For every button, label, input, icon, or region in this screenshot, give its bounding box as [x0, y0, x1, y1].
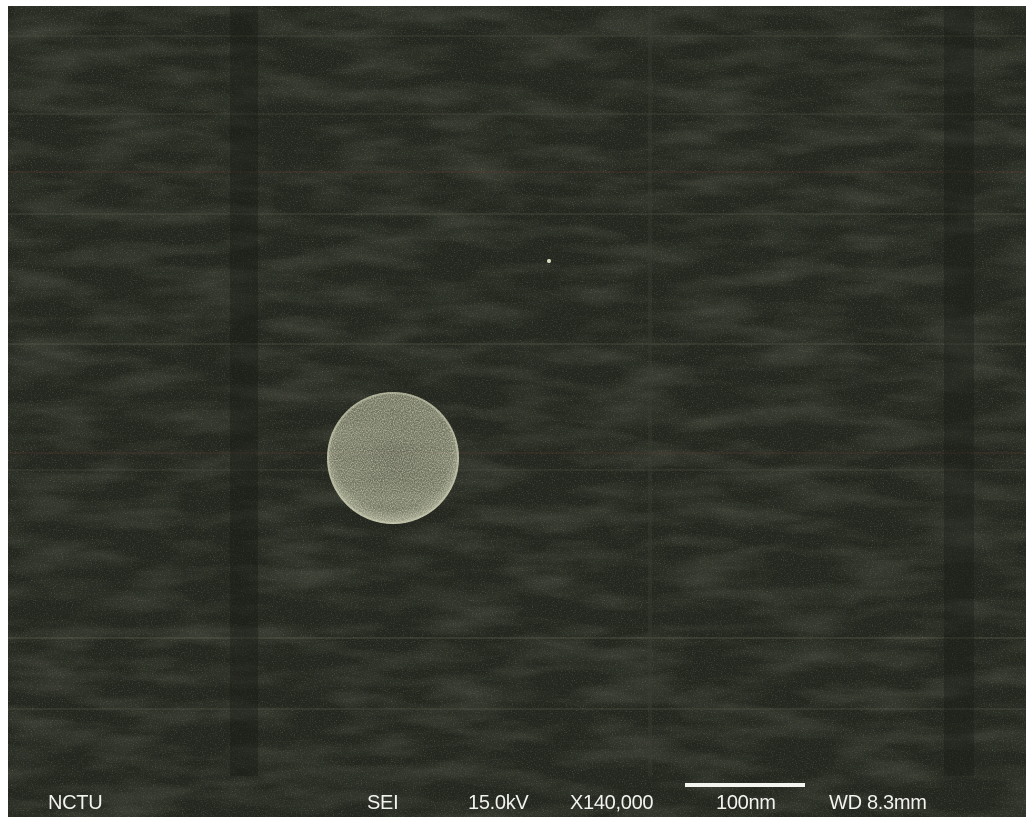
background-grain: [8, 6, 1026, 817]
scale-bar: [685, 783, 805, 787]
sem-databar: NCTU SEI 15.0kV X140,000 100nm WD 8.3mm: [8, 778, 1026, 817]
voltage-label: 15.0kV: [468, 792, 529, 814]
scan-lines: [8, 35, 1026, 710]
sem-micrograph: NCTU SEI 15.0kV X140,000 100nm WD 8.3mm: [8, 6, 1026, 817]
magnification-label: X140,000: [570, 792, 654, 814]
detector-label: SEI: [367, 792, 399, 814]
dust-speck: [547, 259, 551, 263]
institution-label: NCTU: [48, 792, 103, 814]
scale-bar-label: 100nm: [716, 792, 776, 814]
nanoparticle: [327, 392, 459, 524]
working-distance-label: WD 8.3mm: [829, 792, 927, 814]
micrograph-canvas: [8, 6, 1026, 817]
vertical-streaks: [230, 6, 974, 776]
